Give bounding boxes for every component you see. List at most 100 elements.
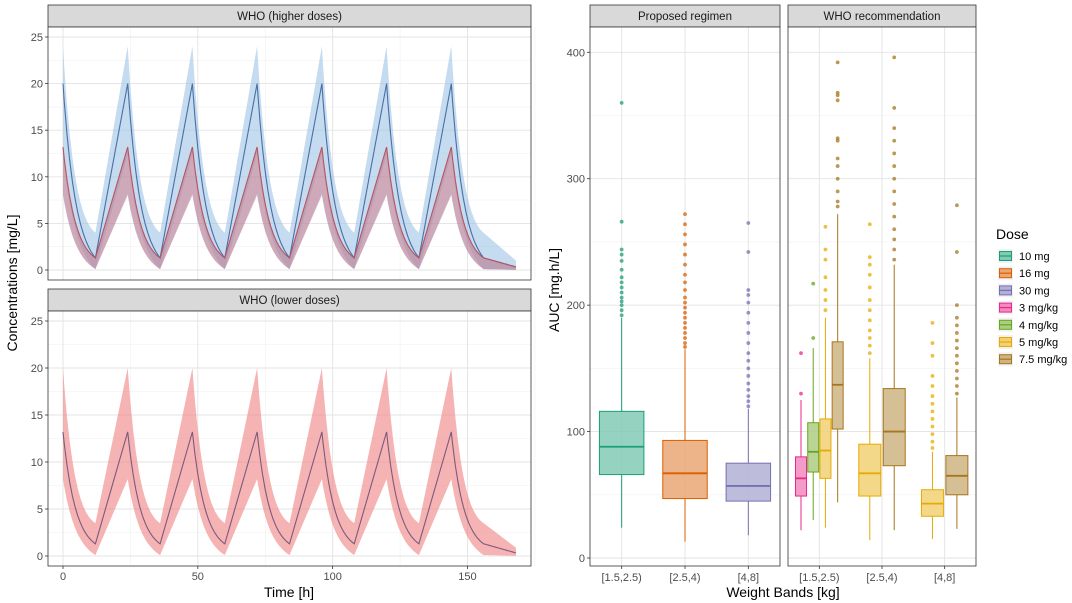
outlier-point xyxy=(619,285,624,290)
x-tick-label: 50 xyxy=(192,571,204,583)
outlier-point xyxy=(954,368,959,373)
outlier-point xyxy=(683,331,687,335)
median-line-lower xyxy=(62,146,517,268)
outlier-point xyxy=(619,267,624,272)
outlier-point xyxy=(930,384,935,388)
outlier-point xyxy=(683,344,687,349)
outlier-point xyxy=(683,305,687,310)
outlier-point xyxy=(619,299,624,304)
legend-item: 4 mg/kg xyxy=(998,317,1058,332)
legend-label: 3 mg/kg xyxy=(1019,303,1058,315)
outlier-point xyxy=(823,224,828,229)
outlier-point xyxy=(619,295,624,300)
outlier-point xyxy=(930,320,935,325)
panel-border xyxy=(787,26,977,567)
band-lower xyxy=(63,147,516,270)
outlier-point xyxy=(823,288,828,292)
auc-boxplot-panel: Proposed regimen 0 100 200 300 400 [1.5,2.5) [2… xyxy=(567,4,977,584)
x-axis-title-weight: Weight Bands [kg] xyxy=(726,584,839,600)
legend-item: 5 mg/kg xyxy=(998,335,1058,349)
x-tick-label: 0 xyxy=(60,571,66,583)
x-tick-label: [2.5,4) xyxy=(669,572,700,584)
box-iqr xyxy=(795,456,808,497)
y-tick-label: 10 xyxy=(31,172,43,184)
outlier-point xyxy=(867,351,872,356)
outlier-point xyxy=(954,338,959,343)
box-iqr xyxy=(598,410,645,476)
facet-who-recommendation: WHO recommendation [1.5,2.5) [2.5,4) [4,8] xyxy=(787,4,977,584)
box-[1.5,2.5)-5 mg/kg xyxy=(819,224,832,528)
outlier-point xyxy=(823,247,828,252)
box-[1.5,2.5)-3 mg/kg xyxy=(795,351,808,531)
outlier-point xyxy=(746,331,751,335)
outlier-point xyxy=(619,247,624,252)
outlier-point xyxy=(683,280,687,285)
legend-item: 10 mg xyxy=(998,249,1050,263)
outlier-point xyxy=(892,55,897,60)
facet-strip-label: WHO (higher doses) xyxy=(237,11,342,23)
outlier-point xyxy=(867,308,872,313)
outlier-point xyxy=(683,242,687,247)
outlier-point xyxy=(835,199,840,204)
outlier-point xyxy=(683,310,687,315)
outlier-point xyxy=(892,257,897,262)
outlier-point xyxy=(954,203,959,208)
box-[2.5,4)-5 mg/kg xyxy=(858,222,882,541)
box-iqr xyxy=(858,443,882,497)
outlier-point xyxy=(746,358,751,363)
outlier-point xyxy=(954,384,959,388)
outlier-point xyxy=(746,320,751,325)
outlier-point xyxy=(892,189,897,194)
box-[4,8]-5 mg/kg xyxy=(920,320,944,540)
outlier-point xyxy=(683,212,687,217)
x-tick-label: 150 xyxy=(458,571,476,583)
outlier-point xyxy=(799,391,803,396)
outlier-point xyxy=(835,136,840,141)
box-iqr xyxy=(819,418,832,479)
outlier-point xyxy=(746,404,751,409)
outlier-point xyxy=(746,366,751,371)
axis-titles: Concentrations [mg/L] Time [h] AUC [mg.h/L… xyxy=(4,215,840,600)
panel-border xyxy=(589,26,781,567)
outlier-point xyxy=(892,202,897,206)
outlier-point xyxy=(835,60,840,65)
y-tick-label: 100 xyxy=(567,427,585,439)
outlier-point xyxy=(619,280,624,285)
outlier-point xyxy=(930,446,935,450)
outlier-point xyxy=(954,346,959,351)
outlier-point xyxy=(619,275,624,280)
box-[2.5,4)-7.5 mg/kg xyxy=(882,55,906,531)
y-tick-label: 20 xyxy=(31,79,43,91)
outlier-point xyxy=(867,285,872,290)
outlier-point xyxy=(746,310,751,315)
legend-label: 16 mg xyxy=(1019,268,1050,280)
facet-proposed-regimen: Proposed regimen 0 100 200 300 400 [1.5,2.5) [2… xyxy=(567,4,781,584)
concentration-panel-higher-doses: WHO (higher doses) 0 5 10 15 20 25 xyxy=(31,4,536,281)
outlier-point xyxy=(619,290,624,295)
y-tick-label: 0 xyxy=(37,551,43,563)
outlier-point xyxy=(746,300,751,305)
y-tick-label: 0 xyxy=(37,265,43,277)
outlier-point xyxy=(892,247,897,252)
y-tick-label: 10 xyxy=(31,457,43,469)
legend-item: 3 mg/kg xyxy=(998,300,1058,315)
box-iqr xyxy=(725,462,772,502)
outlier-point xyxy=(683,272,687,277)
panel-border xyxy=(47,310,532,567)
box-[4,8]-7.5 mg/kg xyxy=(945,203,969,529)
outlier-point xyxy=(746,250,751,254)
outlier-point xyxy=(746,221,751,225)
outlier-point xyxy=(823,298,828,302)
outlier-point xyxy=(823,275,828,280)
outlier-point xyxy=(683,288,687,292)
outlier-point xyxy=(619,258,624,263)
outlier-point xyxy=(619,100,624,105)
legend-item: 7.5 mg/kg xyxy=(998,352,1067,367)
outlier-point xyxy=(683,341,687,345)
concentration-panel-lower-doses: WHO (lower doses) 0 5 10 15 20 25 0 50 100 150 xyxy=(31,288,536,583)
outlier-point xyxy=(954,331,959,335)
panel-border xyxy=(47,26,532,281)
y-tick-label: 15 xyxy=(31,410,43,422)
x-tick-label: [4,8] xyxy=(738,572,759,584)
